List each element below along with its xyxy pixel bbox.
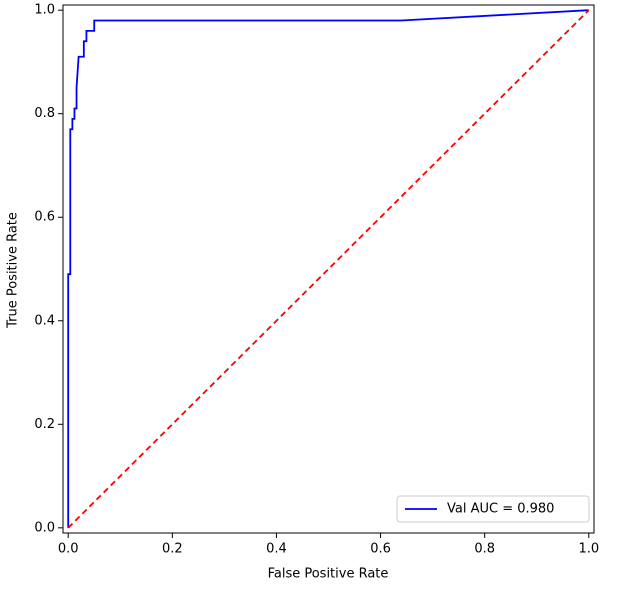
x-tick-label: 0.6: [370, 542, 391, 557]
y-tick-label: 0.0: [34, 520, 55, 535]
y-tick-label: 0.2: [34, 417, 55, 432]
y-tick-label: 0.4: [34, 313, 55, 328]
x-tick-label: 0.2: [162, 542, 183, 557]
legend-label: Val AUC = 0.980: [447, 502, 554, 517]
legend-box: [396, 495, 590, 523]
x-tick-label: 1.0: [578, 542, 599, 557]
x-tick-label: 0.4: [266, 542, 287, 557]
y-tick-label: 0.6: [34, 210, 55, 225]
x-tick-label: 0.0: [58, 542, 79, 557]
plot-frame: [62, 4, 595, 534]
x-tick-label: 0.8: [474, 542, 495, 557]
x-axis-label: False Positive Rate: [268, 567, 389, 582]
y-tick-label: 0.8: [34, 106, 55, 121]
roc-line: [67, 9, 590, 529]
roc-line: [67, 9, 589, 528]
y-axis-label: True Positive Rate: [6, 212, 21, 329]
y-tick-label: 1.0: [34, 3, 55, 18]
